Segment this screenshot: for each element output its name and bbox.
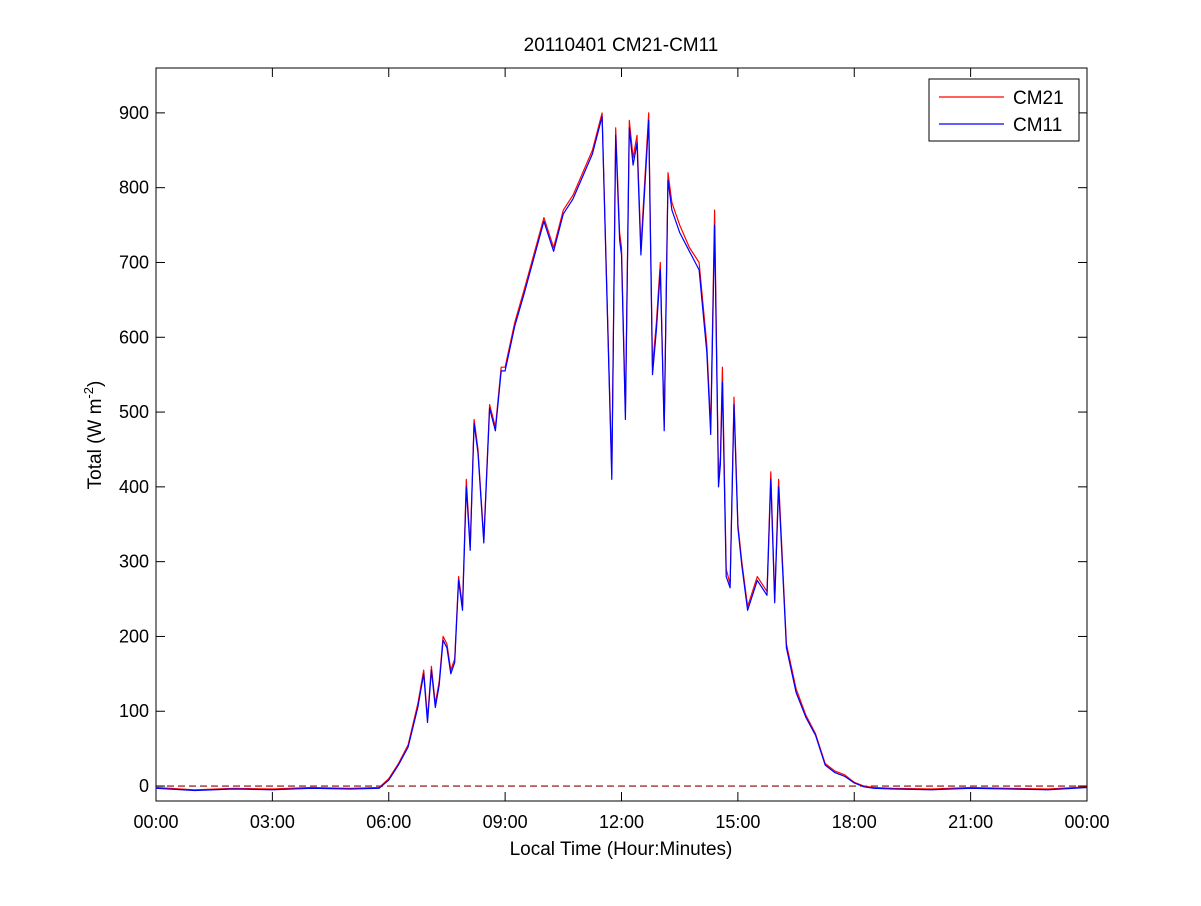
- x-tick-label: 00:00: [133, 812, 178, 832]
- y-axis-title-main: Total (W m: [85, 399, 106, 490]
- y-tick-label: 800: [119, 178, 149, 198]
- x-tick-label: 15:00: [715, 812, 760, 832]
- legend-label-cm11: CM11: [1013, 115, 1062, 136]
- y-axis-title-suffix: ): [85, 381, 106, 387]
- y-tick-label: 900: [119, 103, 149, 123]
- chart-title: 20110401 CM21-CM11: [524, 35, 719, 56]
- x-axis-title: Local Time (Hour:Minutes): [510, 839, 733, 860]
- x-tick-label: 09:00: [483, 812, 528, 832]
- x-tick-label: 21:00: [948, 812, 993, 832]
- y-tick-label: 200: [119, 626, 149, 646]
- y-axis-title: Total (W m-2): [81, 381, 106, 490]
- y-tick-label: 300: [119, 552, 149, 572]
- x-tick-label: 12:00: [599, 812, 644, 832]
- series-line-cm11: [155, 115, 1088, 792]
- y-axis-title-superscript: -2: [81, 387, 96, 399]
- plot-frame: [155, 67, 1088, 802]
- y-tick-label: 100: [119, 701, 149, 721]
- legend-box: [928, 78, 1080, 142]
- y-tick-label: 700: [119, 252, 149, 272]
- y-tick-label: 600: [119, 327, 149, 347]
- x-tick-label: 03:00: [250, 812, 295, 832]
- legend: CM21 CM11: [928, 78, 1080, 142]
- y-tick-label: 400: [119, 477, 149, 497]
- x-tick-label: 06:00: [366, 812, 411, 832]
- y-tick-label: 500: [119, 402, 149, 422]
- x-tick-label: 18:00: [832, 812, 877, 832]
- legend-label-cm21: CM21: [1013, 88, 1064, 109]
- y-tick-label: 0: [139, 776, 149, 796]
- x-tick-label: 00:00: [1064, 812, 1109, 832]
